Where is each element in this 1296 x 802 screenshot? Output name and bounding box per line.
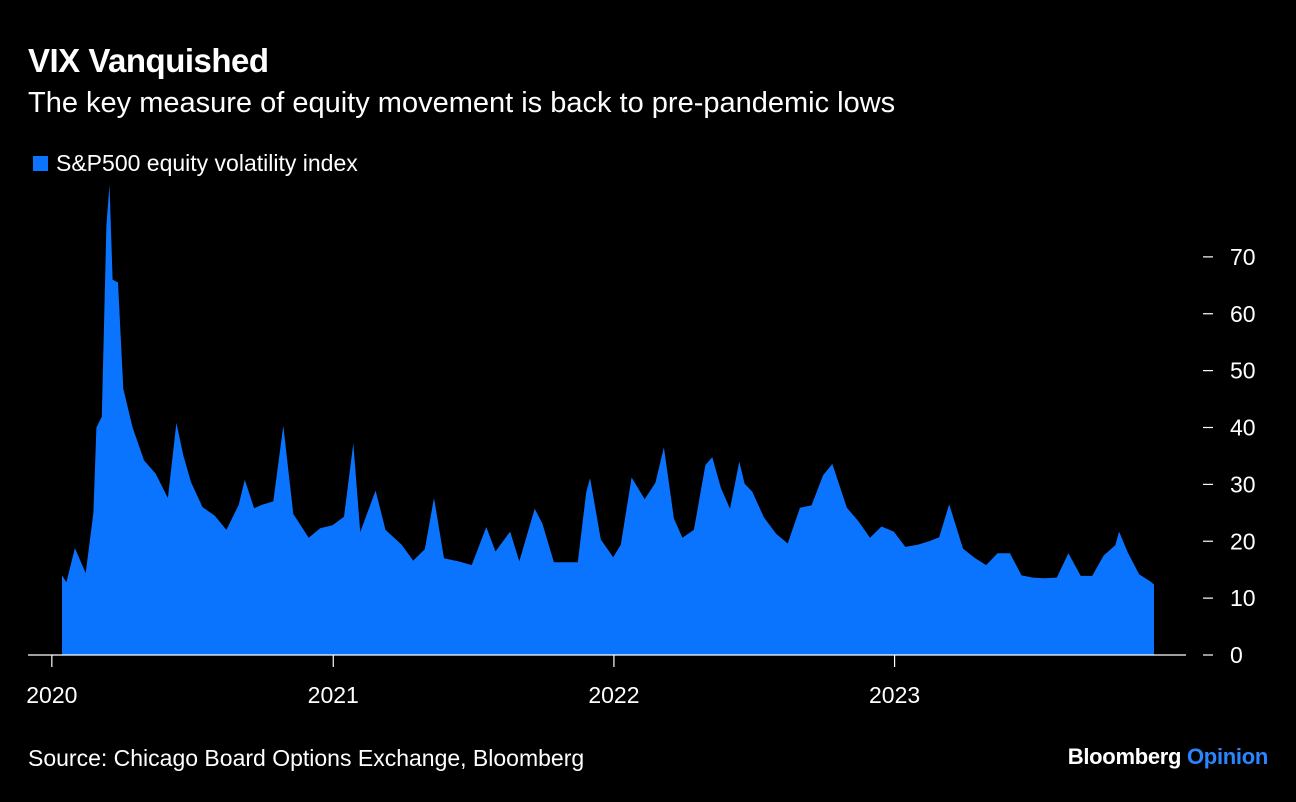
x-tick-label: 2022 <box>588 682 639 708</box>
y-tick-label: 0 <box>1230 642 1243 668</box>
series-area-vix <box>62 184 1154 655</box>
legend-swatch <box>33 156 48 171</box>
y-tick-label: 20 <box>1230 528 1256 554</box>
source-note: Source: Chicago Board Options Exchange, … <box>28 745 585 771</box>
legend: S&P500 equity volatility index <box>33 150 358 177</box>
y-tick-label: 40 <box>1230 415 1256 441</box>
chart-subtitle: The key measure of equity movement is ba… <box>28 87 896 119</box>
y-tick-label: 30 <box>1230 471 1256 497</box>
y-tick-label: 10 <box>1230 585 1256 611</box>
chart-title: VIX Vanquished <box>28 42 269 79</box>
y-tick-label: 60 <box>1230 301 1256 327</box>
brand-suffix: Opinion <box>1187 744 1268 769</box>
bloomberg-opinion-logo: Bloomberg Opinion <box>1067 744 1269 770</box>
x-tick-label: 2021 <box>308 682 359 708</box>
x-tick-label: 2020 <box>26 682 77 708</box>
y-tick-label: 70 <box>1230 244 1256 270</box>
x-tick-label: 2023 <box>869 682 920 708</box>
brand-name: Bloomberg <box>1067 744 1182 769</box>
legend-label: S&P500 equity volatility index <box>56 150 358 176</box>
y-tick-label: 50 <box>1230 358 1256 384</box>
